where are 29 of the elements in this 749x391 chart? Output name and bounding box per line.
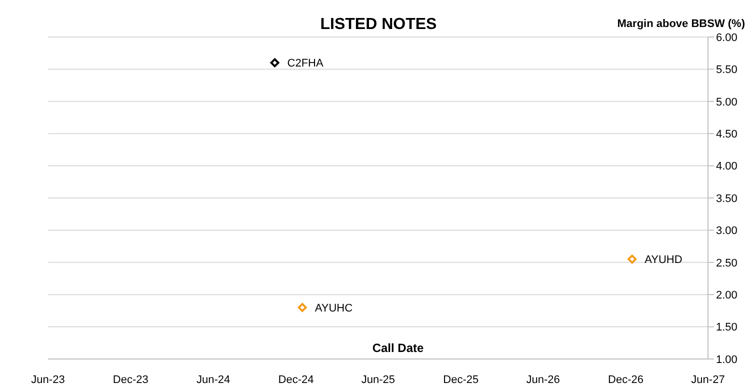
point [628,254,637,264]
x-tick-label: Jun-26 [526,374,560,386]
x-tick-label: Jun-27 [691,374,725,386]
series-label: AYUHD [644,254,682,266]
x-tick-label: Dec-25 [443,374,479,386]
y-tick-label: 3.50 [716,192,738,205]
y-tick-label: 4.00 [716,160,738,173]
x-axis-title: Call Date [371,341,425,355]
x-tick-label: Jun-23 [31,374,65,386]
series-label: C2FHA [287,58,324,70]
y-tick-label: 3.00 [716,225,738,238]
point [298,302,307,312]
y-tick-label: 4.50 [716,128,738,141]
x-tick-label: Jun-24 [196,374,230,386]
x-tick-label: Jun-25 [361,374,396,386]
chart-title: LISTED NOTES [320,16,437,33]
x-tick-label: Dec-26 [608,374,644,386]
x-tick-label: Dec-23 [112,374,148,386]
y-tick-label: 1.50 [716,322,738,334]
y-tick-label: 1.00 [716,354,738,366]
y-tick-label: 2.50 [716,257,738,270]
y-tick-label: 2.00 [716,290,738,302]
point [270,58,280,68]
y-axis-title: Margin above BBSW (%) [617,18,745,30]
x-tick-label: Dec-24 [278,374,314,386]
y-tick-label: 5.50 [716,64,738,76]
series-label: AYUHC [314,302,353,314]
y-tick-label: 6.00 [716,32,738,44]
y-tick-label: 5.00 [716,96,738,108]
